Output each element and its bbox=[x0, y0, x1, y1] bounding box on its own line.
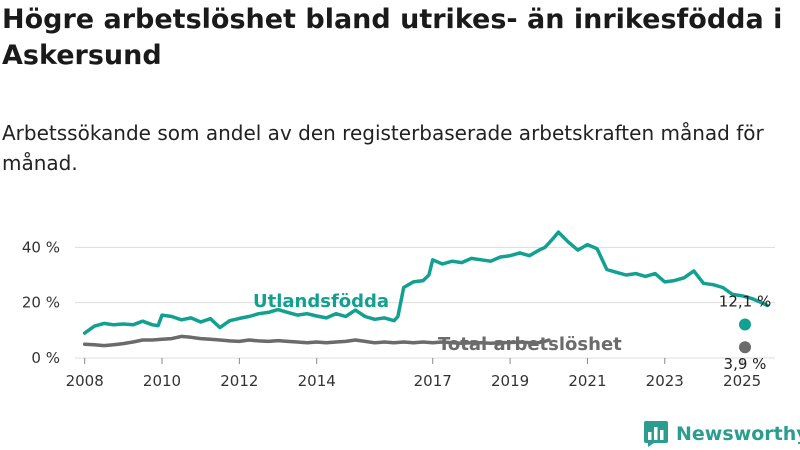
x-tick-label-6: 2021 bbox=[568, 372, 606, 390]
x-tick-label-2: 2012 bbox=[220, 372, 258, 390]
chart-bars-icon bbox=[644, 421, 668, 447]
x-tick-label-7: 2023 bbox=[646, 372, 684, 390]
series-label-total: Total arbetslöshet bbox=[438, 334, 622, 355]
x-tick-label-0: 2008 bbox=[66, 372, 104, 390]
x-tick-label-8: 2025 bbox=[723, 372, 761, 390]
line-chart: 0 % 20 % 40 % 2008 2010 2012 2014 2017 2019 2021 2… bbox=[22, 230, 775, 390]
x-tick-label-4: 2017 bbox=[414, 372, 452, 390]
y-tick-label-1: 20 % bbox=[22, 294, 60, 312]
chart-subtitle: Arbetssökande som andel av den registerb… bbox=[2, 121, 764, 175]
series-line-0 bbox=[82, 230, 770, 335]
end-value-total: 3,9 % bbox=[724, 355, 767, 373]
end-value-utlandsfodda: 12,1 % bbox=[719, 293, 771, 311]
series-label-utlandsfodda: Utlandsfödda bbox=[253, 291, 389, 312]
chart-title: Högre arbetslöshet bland utrikes- än inr… bbox=[2, 4, 783, 71]
end-marker-total bbox=[739, 341, 751, 354]
x-tick-label-5: 2019 bbox=[491, 372, 529, 390]
series-line-1 bbox=[82, 334, 551, 348]
y-tick-label-0: 0 % bbox=[31, 349, 60, 367]
x-tick-label-1: 2010 bbox=[143, 372, 181, 390]
x-tick-label-3: 2014 bbox=[298, 372, 336, 390]
logo-text: Newsworthy bbox=[676, 423, 800, 445]
y-tick-label-2: 40 % bbox=[22, 238, 60, 256]
end-marker-utlandsfodda bbox=[739, 318, 751, 331]
newsworthy-logo[interactable]: Newsworthy bbox=[644, 420, 800, 448]
